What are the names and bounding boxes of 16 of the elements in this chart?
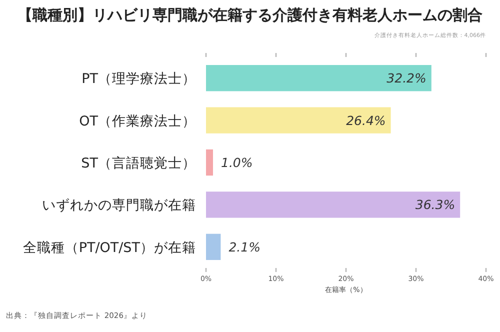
data-label: 26.4% (346, 112, 386, 128)
y-tick-label: いずれかの専門職が在籍 (42, 198, 196, 214)
data-label: 36.3% (415, 197, 456, 212)
y-tick-label: PT（理学療法士） (82, 71, 196, 88)
chart-title: 【職種別】リハビリ専門職が在籍する介護付き有料老人ホームの割合 (18, 6, 482, 24)
bar (206, 65, 432, 92)
bar (206, 234, 221, 260)
data-label: 32.2% (386, 70, 426, 86)
y-tick-label: OT（作業療法士） (79, 113, 196, 130)
bar (206, 192, 460, 218)
bar (206, 107, 391, 134)
y-tick-label: ST（言語聴覚士） (81, 156, 196, 172)
data-label: 2.1% (228, 239, 260, 254)
data-label: 1.0% (221, 155, 253, 170)
y-tick-label: 全職種（PT/OT/ST）が在籍 (22, 240, 196, 256)
bar (206, 149, 213, 176)
